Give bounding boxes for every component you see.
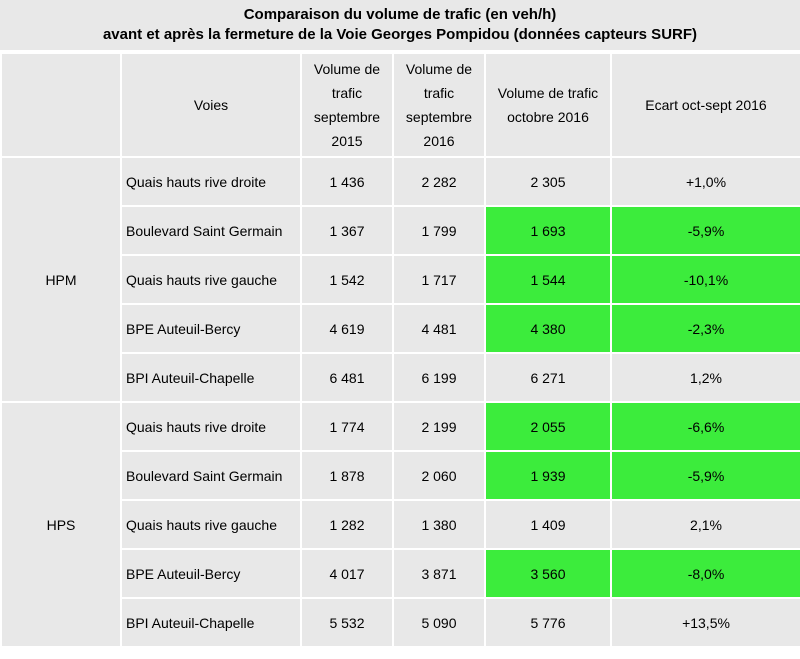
table-row: Boulevard Saint Germain 1 367 1 799 1 693 -5… (1, 205, 800, 256)
sept-2016-cell: 3 871 (392, 548, 486, 599)
voie-cell: Quais hauts rive droite (120, 156, 302, 207)
header-voies: Voies (120, 52, 302, 158)
voie-cell: Quais hauts rive gauche (120, 499, 302, 550)
voie-cell: Quais hauts rive gauche (120, 254, 302, 305)
table-row: Quais hauts rive gauche 1 282 1 380 1 409 2,… (1, 499, 800, 550)
sept-2016-cell: 2 282 (392, 156, 486, 207)
sept-2016-cell: 6 199 (392, 352, 486, 403)
voie-cell: Quais hauts rive droite (120, 401, 302, 452)
voie-cell: BPE Auteuil-Bercy (120, 303, 302, 354)
header-oct-2016: Volume de trafic octobre 2016 (484, 52, 612, 158)
sept-2015-cell: 1 774 (300, 401, 394, 452)
oct-2016-cell: 4 380 (484, 303, 612, 354)
sept-2015-cell: 4 017 (300, 548, 394, 599)
sept-2015-cell: 1 542 (300, 254, 394, 305)
sept-2016-cell: 4 481 (392, 303, 486, 354)
sept-2015-cell: 4 619 (300, 303, 394, 354)
title-line-1: Comparaison du volume de trafic (en veh/… (243, 6, 557, 23)
ecart-cell: +13,5% (610, 597, 800, 648)
oct-2016-cell: 5 776 (484, 597, 612, 648)
ecart-cell: 2,1% (610, 499, 800, 550)
table-row: BPE Auteuil-Bercy 4 619 4 481 4 380 -2,3% (1, 303, 800, 354)
sept-2015-cell: 1 436 (300, 156, 394, 207)
oct-2016-cell: 3 560 (484, 548, 612, 599)
sept-2016-cell: 2 199 (392, 401, 486, 452)
table-body: HPM Quais hauts rive droite 1 436 2 282 2 30… (0, 156, 800, 648)
ecart-cell: -10,1% (610, 254, 800, 305)
sept-2016-cell: 2 060 (392, 450, 486, 501)
table-row: BPE Auteuil-Bercy 4 017 3 871 3 560 -8,0% (1, 548, 800, 599)
oct-2016-cell: 2 055 (484, 401, 612, 452)
oct-2016-cell: 1 544 (484, 254, 612, 305)
sept-2016-cell: 1 717 (392, 254, 486, 305)
period-cell: HPS (0, 401, 122, 648)
voie-cell: BPE Auteuil-Bercy (120, 548, 302, 599)
sept-2015-cell: 1 282 (300, 499, 394, 550)
oct-2016-cell: 2 305 (484, 156, 612, 207)
sept-2016-cell: 5 090 (392, 597, 486, 648)
sept-2015-cell: 1 367 (300, 205, 394, 256)
oct-2016-cell: 6 271 (484, 352, 612, 403)
ecart-cell: 1,2% (610, 352, 800, 403)
table-row: BPI Auteuil-Chapelle 5 532 5 090 5 776 +13,5… (1, 597, 800, 648)
header-sept-2016: Volume de trafic septembre 2016 (392, 52, 486, 158)
oct-2016-cell: 1 693 (484, 205, 612, 256)
header-sept-2015: Volume de trafic septembre 2015 (300, 52, 394, 158)
voie-cell: Boulevard Saint Germain (120, 450, 302, 501)
sept-2015-cell: 1 878 (300, 450, 394, 501)
header-ecart: Ecart oct-sept 2016 (610, 52, 800, 158)
ecart-cell: -5,9% (610, 205, 800, 256)
sept-2016-cell: 1 799 (392, 205, 486, 256)
table-row: HPS Quais hauts rive droite 1 774 2 199 2 05… (0, 401, 800, 648)
oct-2016-cell: 1 939 (484, 450, 612, 501)
ecart-cell: -6,6% (610, 401, 800, 452)
voie-cell: Boulevard Saint Germain (120, 205, 302, 256)
ecart-cell: -5,9% (610, 450, 800, 501)
table-row: HPM Quais hauts rive droite 1 436 2 282 2 30… (0, 156, 800, 403)
table-row: Boulevard Saint Germain 1 878 2 060 1 939 -5… (1, 450, 800, 501)
table-title: Comparaison du volume de trafic (en veh/… (0, 0, 800, 50)
sept-2016-cell: 1 380 (392, 499, 486, 550)
period-cell: HPM (0, 156, 122, 403)
ecart-cell: +1,0% (610, 156, 800, 207)
header-row: Voies Volume de trafic septembre 2015 Vo… (0, 52, 800, 158)
title-line-2: avant et après la fermeture de la Voie G… (102, 26, 698, 43)
table-row: BPI Auteuil-Chapelle 6 481 6 199 6 271 1,2% (1, 352, 800, 403)
traffic-table: Voies Volume de trafic septembre 2015 Vo… (0, 52, 800, 648)
oct-2016-cell: 1 409 (484, 499, 612, 550)
ecart-cell: -2,3% (610, 303, 800, 354)
voie-cell: BPI Auteuil-Chapelle (120, 352, 302, 403)
header-period (0, 52, 122, 158)
sept-2015-cell: 5 532 (300, 597, 394, 648)
voie-cell: BPI Auteuil-Chapelle (120, 597, 302, 648)
sept-2015-cell: 6 481 (300, 352, 394, 403)
table-row: Quais hauts rive gauche 1 542 1 717 1 544 -1… (1, 254, 800, 305)
ecart-cell: -8,0% (610, 548, 800, 599)
